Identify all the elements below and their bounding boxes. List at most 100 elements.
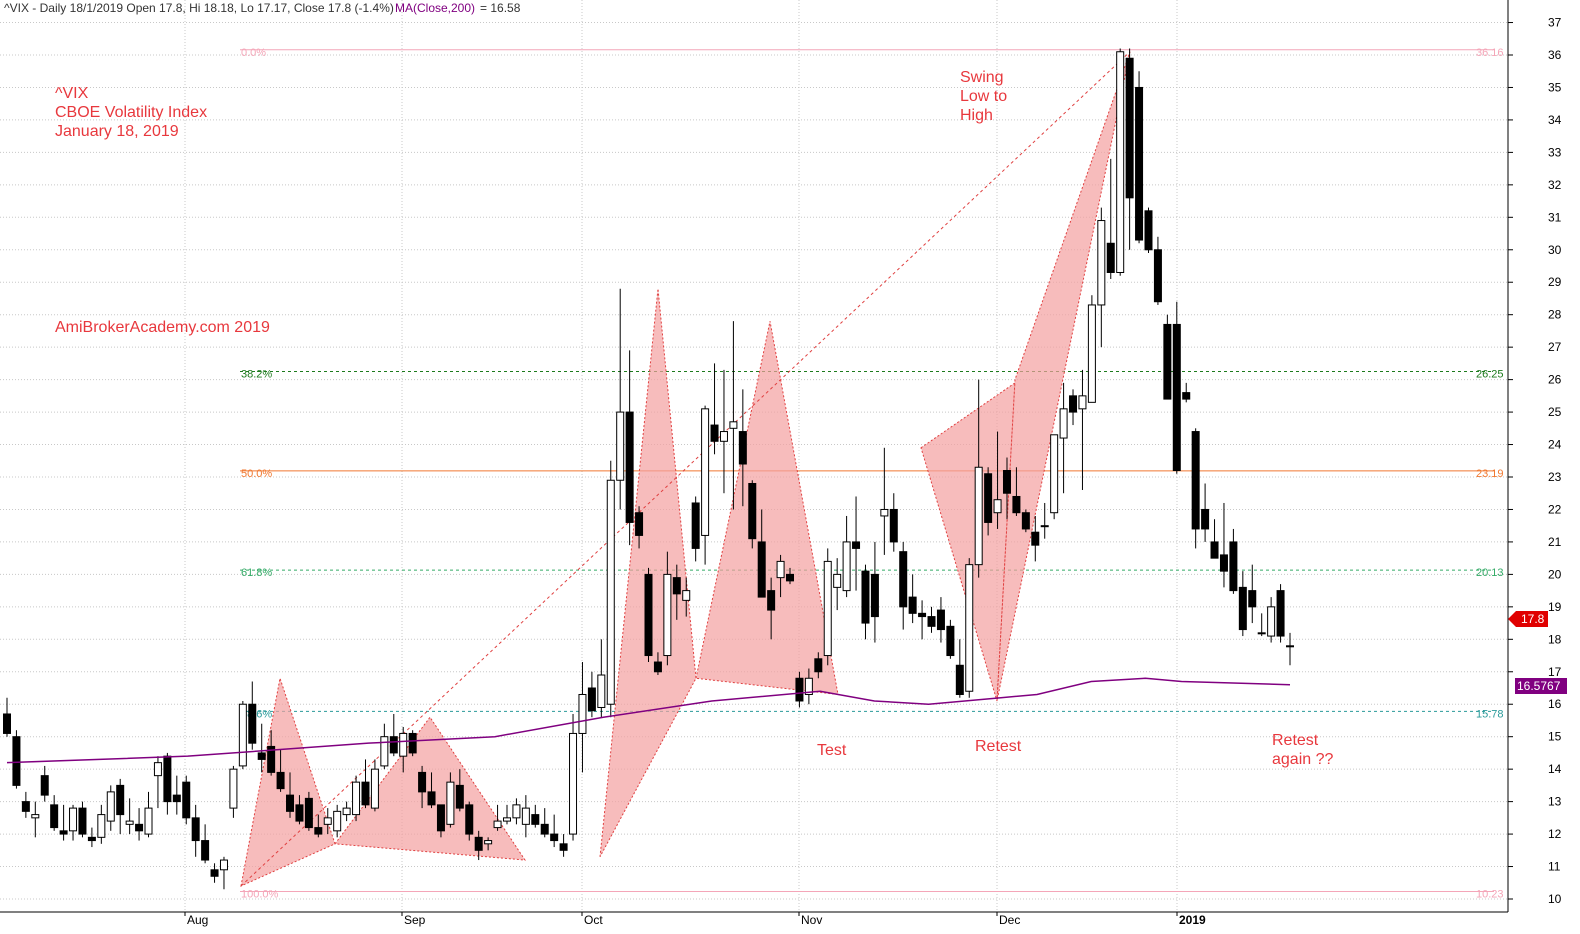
candle-body: [40, 775, 49, 796]
fib-price-label: 20.13: [1476, 567, 1504, 579]
header-ma-value: = 16.58: [480, 1, 521, 15]
candle-body: [389, 736, 398, 754]
y-tick-label: 33: [1548, 145, 1562, 159]
candle-body: [229, 768, 238, 809]
candle-body: [1078, 395, 1087, 410]
candle-body: [729, 421, 738, 429]
candle-body: [984, 473, 993, 523]
pattern-oct-nov: [695, 321, 839, 696]
candle-body: [380, 736, 389, 767]
candle-body: [578, 693, 587, 734]
candle-body: [1050, 434, 1059, 514]
candle-body: [1248, 590, 1257, 608]
candle-body: [465, 804, 474, 835]
fib-pct-label: 61.8%: [241, 567, 272, 579]
candle-body: [512, 804, 521, 819]
candle-body: [691, 502, 700, 549]
fib-price-label: 36.16: [1476, 47, 1504, 59]
candle-body: [78, 807, 87, 835]
y-tick-label: 22: [1548, 502, 1562, 516]
y-tick-label: 36: [1548, 48, 1562, 62]
candle-body: [1182, 392, 1191, 400]
y-tick-label: 10: [1548, 892, 1562, 906]
candle-body: [21, 801, 30, 812]
candle-body: [1012, 495, 1021, 514]
y-tick-label: 12: [1548, 827, 1562, 841]
candle-body: [201, 840, 210, 861]
candle-body: [1163, 323, 1172, 400]
candle-body: [1201, 508, 1210, 530]
candle-body: [1116, 51, 1125, 273]
y-tick-label: 24: [1548, 438, 1562, 452]
candle-body: [210, 869, 219, 877]
candle-body: [870, 573, 879, 618]
candle-body: [786, 573, 795, 582]
ma200-polyline: [6, 677, 1291, 764]
y-tick-label: 21: [1548, 535, 1562, 549]
candle-body: [833, 573, 842, 588]
fib-price-label: 15.78: [1476, 708, 1504, 720]
fib-pct-label: 0.0%: [241, 47, 266, 59]
candle-body: [304, 797, 313, 829]
candle-body: [446, 781, 455, 825]
candle-body: [314, 827, 323, 835]
candle-body: [323, 817, 332, 825]
candle-body: [644, 573, 653, 657]
candle-body: [1069, 395, 1078, 413]
y-tick-label: 27: [1548, 340, 1562, 354]
candle-body: [1238, 586, 1247, 631]
retest-again-label-2: again ??: [1272, 751, 1333, 768]
fib-pct-label: 38.2%: [241, 369, 272, 381]
candle-body: [1125, 57, 1134, 199]
candle-body: [1031, 531, 1040, 546]
candle-body: [361, 781, 370, 806]
candle-body: [955, 664, 964, 695]
candle-body: [946, 625, 955, 657]
fib-pct-label: 100.0%: [241, 889, 279, 901]
candle-body: [106, 791, 115, 822]
candle-body: [597, 674, 606, 708]
candle-body: [502, 817, 511, 822]
candle-body: [1257, 632, 1266, 635]
candle-body: [1021, 512, 1030, 530]
dashed-trendline: [240, 51, 1131, 887]
candle-body: [408, 732, 417, 754]
title-name: CBOE Volatility Index: [55, 104, 207, 121]
candle-body: [116, 784, 125, 816]
candle-body: [493, 820, 502, 829]
close-price-text: 17.8: [1521, 612, 1545, 626]
fib-price-label: 26.25: [1476, 369, 1504, 381]
x-tick-label: Sep: [404, 913, 426, 927]
candle-body: [521, 807, 530, 825]
candle-body: [550, 833, 559, 842]
candle-body: [738, 431, 747, 465]
candle-body: [823, 560, 832, 657]
title-date: January 18, 2019: [55, 123, 179, 140]
x-tick-label: Aug: [187, 913, 208, 927]
y-tick-label: 23: [1548, 470, 1562, 484]
candles: [3, 48, 1294, 890]
candle-body: [672, 577, 681, 595]
header-symbol-info: ^VIX - Daily 18/1/2019 Open 17.8, Hi 18.…: [4, 1, 394, 15]
retest-label: Retest: [975, 738, 1022, 755]
candle-body: [474, 836, 483, 851]
candle-body: [238, 703, 247, 767]
fib-price-label: 10.23: [1476, 889, 1504, 901]
candle-body: [908, 596, 917, 614]
swing-trendline: [240, 51, 1131, 887]
candle-body: [182, 781, 191, 819]
candle-body: [1267, 606, 1276, 637]
y-tick-label: 35: [1548, 80, 1562, 94]
y-tick-label: 37: [1548, 16, 1562, 30]
candle-body: [1286, 645, 1294, 648]
site-label: AmiBrokerAcademy.com 2019: [55, 319, 270, 336]
candle-body: [125, 820, 134, 825]
pattern-dec: [996, 51, 1131, 702]
candle-body: [333, 810, 342, 832]
candle-body: [144, 807, 153, 835]
candle-body: [286, 794, 295, 812]
y-axis: 10 11 12 13 14 15 16 17 18 19 20 21 22 23 24 25 26 27 28 29…: [1507, 0, 1562, 912]
ma200-line: [6, 677, 1291, 764]
candle-body: [880, 508, 889, 517]
